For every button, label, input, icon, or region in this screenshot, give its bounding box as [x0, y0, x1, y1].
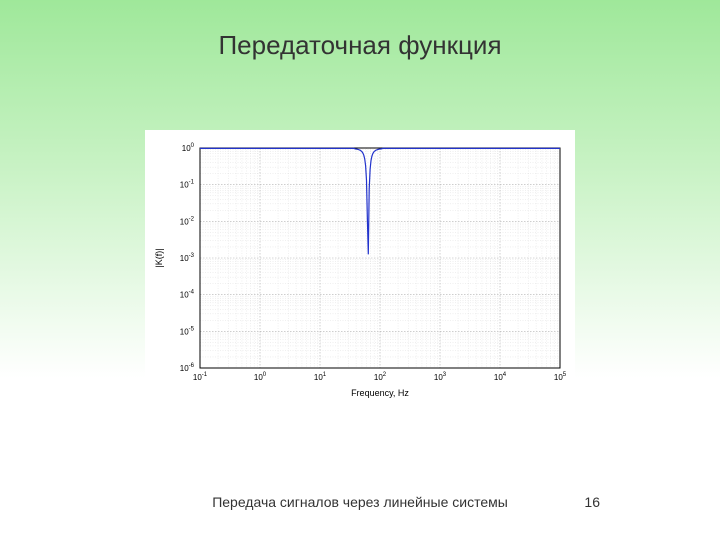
slide: Передаточная функция 10-1100101102103104…: [0, 0, 720, 540]
svg-text:|K(f)|: |K(f)|: [154, 248, 164, 267]
footer-caption: Передача сигналов через линейные системы: [0, 494, 720, 510]
page-number: 16: [584, 494, 600, 510]
transfer-function-chart: 10-110010110210310410510-610-510-410-310…: [145, 130, 575, 410]
svg-text:Frequency, Hz: Frequency, Hz: [351, 388, 409, 398]
slide-title: Передаточная функция: [0, 30, 720, 61]
chart-svg: 10-110010110210310410510-610-510-410-310…: [145, 130, 575, 410]
